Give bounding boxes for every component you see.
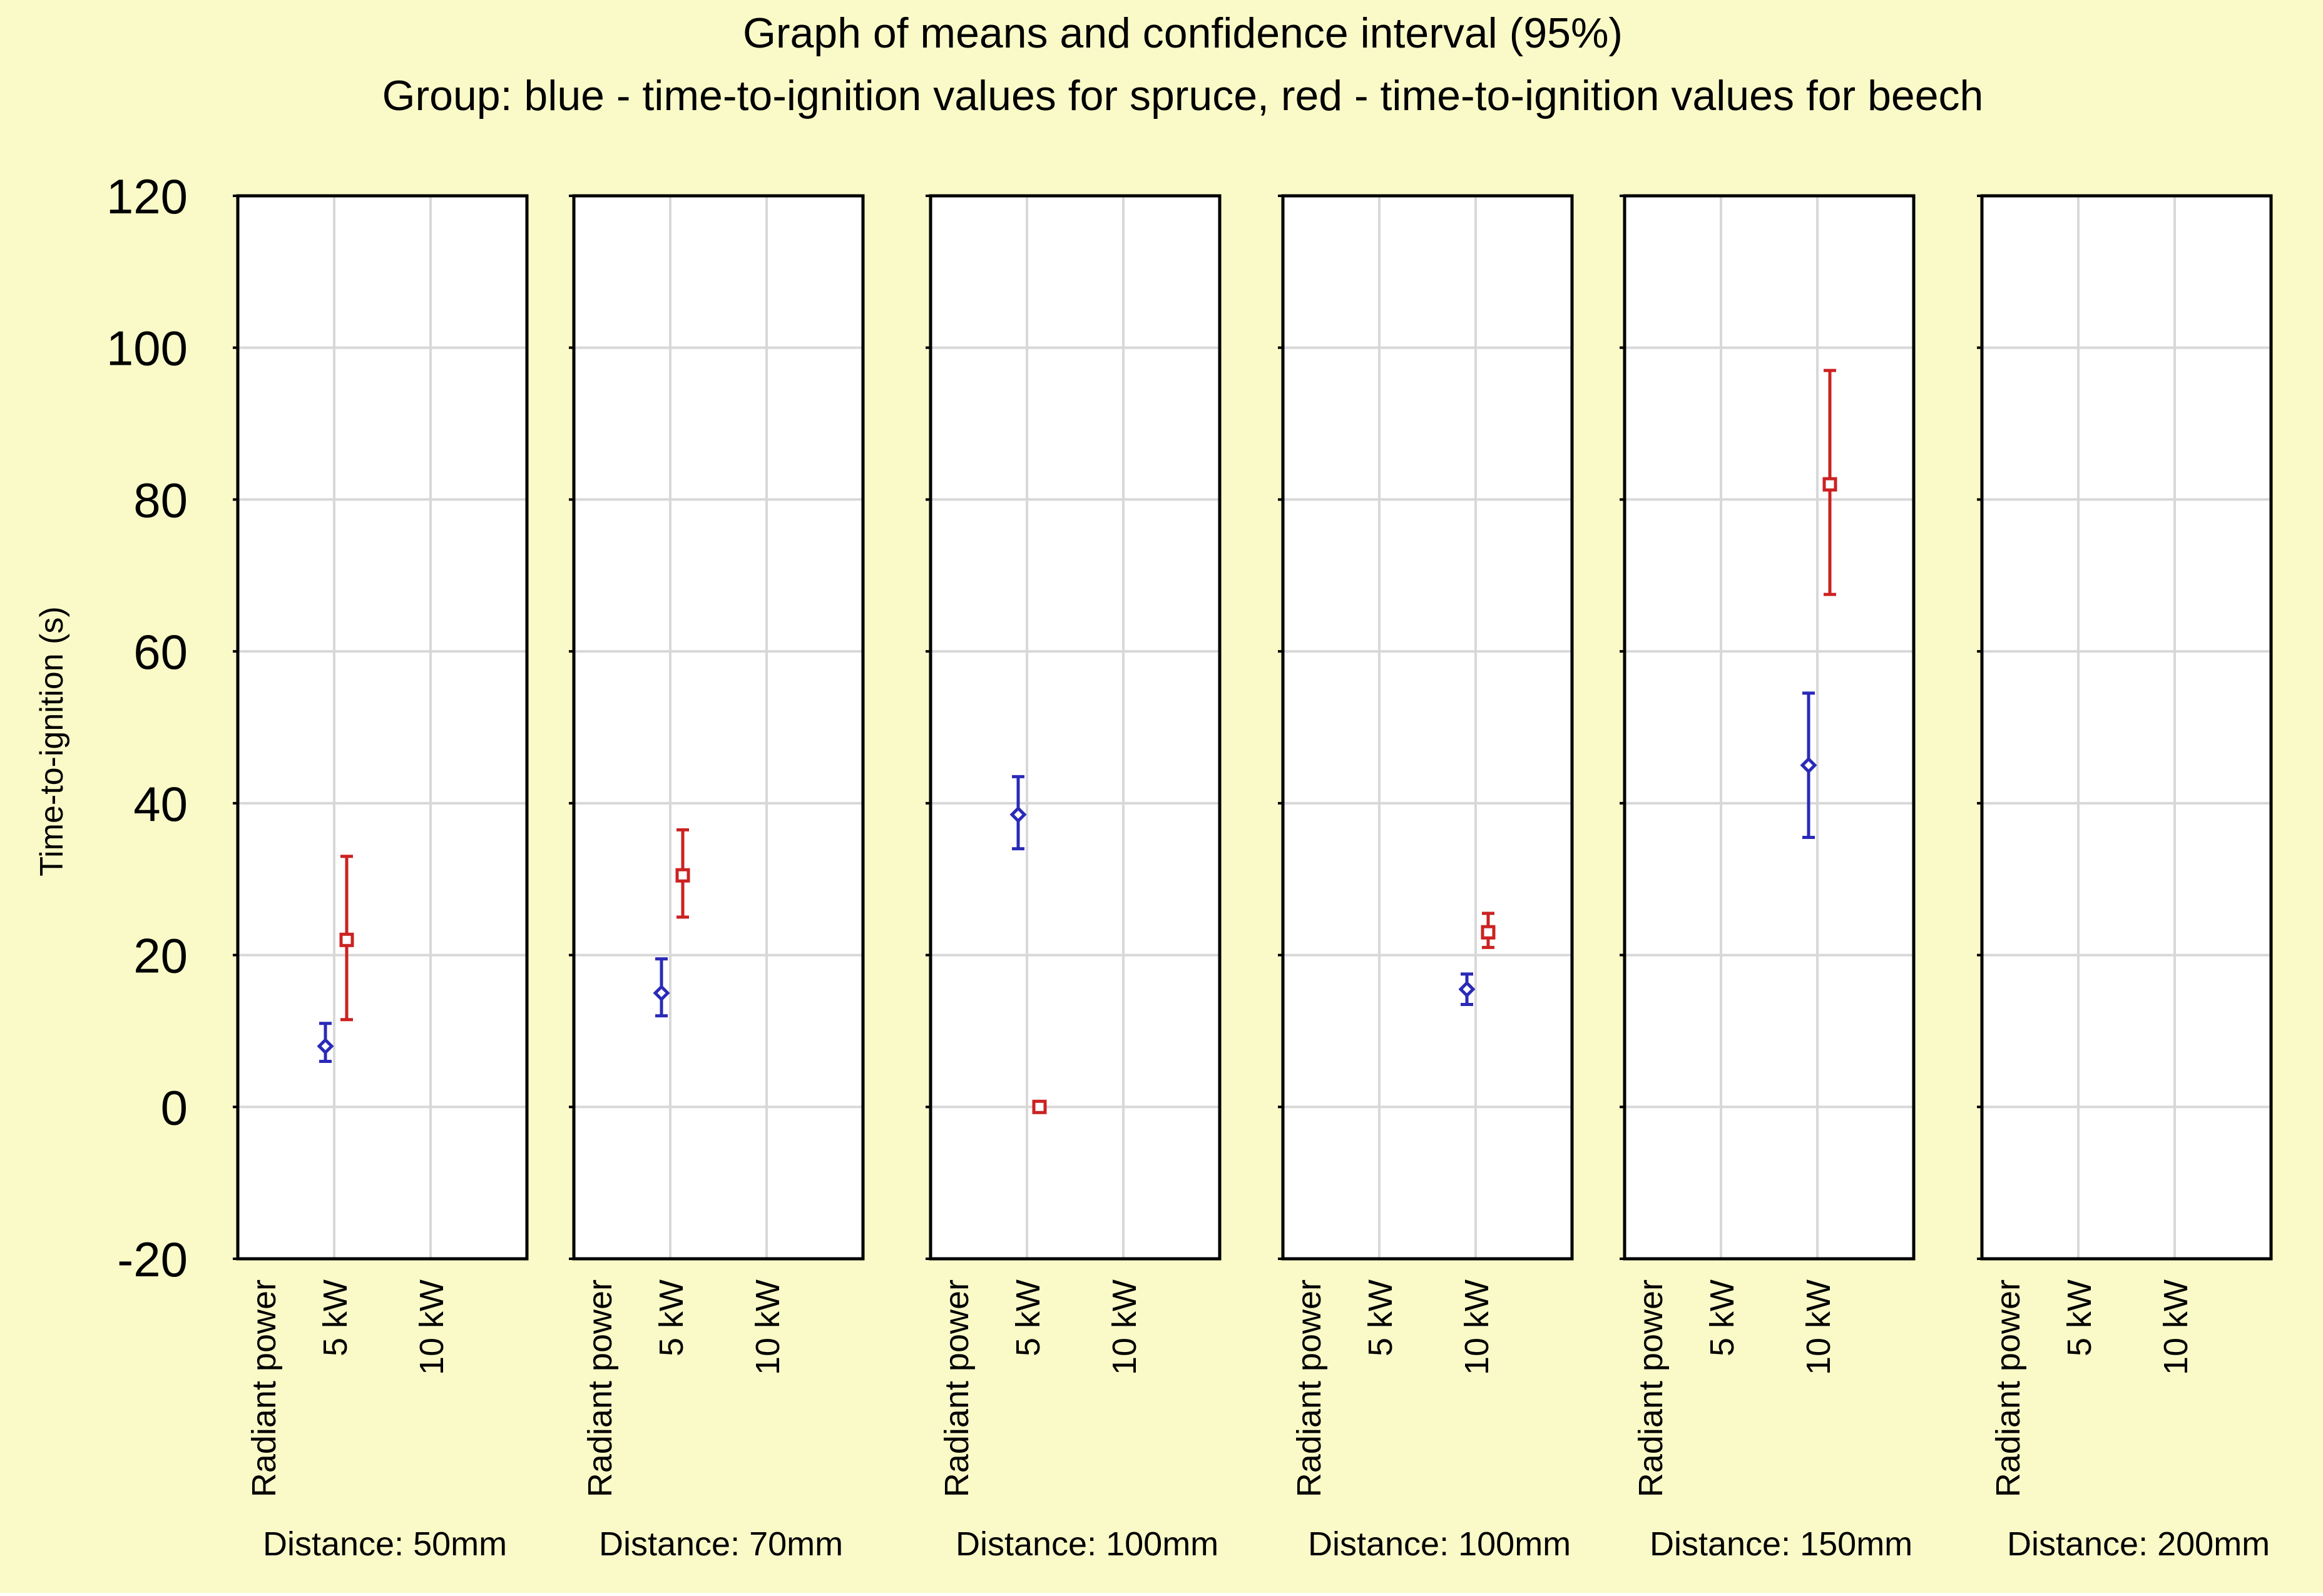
x-tick-label: 5 kW xyxy=(1009,1279,1047,1356)
y-tick-label: 20 xyxy=(133,928,188,984)
panel-plot-area xyxy=(1283,196,1572,1259)
spruce-point-group xyxy=(1800,691,1817,839)
spruce-mean-marker xyxy=(317,1037,334,1055)
y-tick-label: 120 xyxy=(106,169,188,224)
panel-distance-label: Distance: 100mm xyxy=(956,1525,1218,1563)
x-tick-label: 5 kW xyxy=(1362,1279,1399,1356)
beech-mean-marker xyxy=(675,868,690,883)
spruce-point-group xyxy=(1009,775,1027,851)
panel-frame xyxy=(1281,194,1574,1261)
spruce-mean-marker xyxy=(653,984,670,1002)
y-tick-label: -20 xyxy=(117,1232,188,1287)
y-tick-label: 100 xyxy=(106,321,188,376)
panel-distance-label: Distance: 50mm xyxy=(263,1525,507,1563)
panel-distance-label: Distance: 100mm xyxy=(1308,1525,1571,1563)
panel: Radiant power 5 kW 10 kW Distance: 100mm xyxy=(1278,194,1574,1563)
x-tick-label: 10 kW xyxy=(1458,1279,1496,1375)
y-tick-labels: 120 100 80 60 40 20 0 -20 xyxy=(106,169,188,1287)
spruce-point-group xyxy=(653,957,670,1018)
beech-point-group xyxy=(1822,369,1837,596)
y-tick-label: 80 xyxy=(133,472,188,527)
panel-frame xyxy=(572,194,865,1261)
chart-title: Graph of means and confidence interval (… xyxy=(743,9,1623,57)
panel-distance-label: Distance: 200mm xyxy=(2007,1525,2270,1563)
panel-frame xyxy=(1980,194,2273,1261)
y-tick-label: 0 xyxy=(161,1080,188,1135)
chart-subtitle: Group: blue - time-to-ignition values fo… xyxy=(382,72,1984,119)
beech-mean-marker xyxy=(1481,925,1496,940)
x-tick-label: 10 kW xyxy=(1800,1279,1837,1375)
beech-point-group xyxy=(1032,1099,1047,1114)
spruce-point-group xyxy=(1458,972,1476,1006)
x-axis-title: Radiant power xyxy=(1632,1279,1670,1497)
x-axis-title: Radiant power xyxy=(938,1279,976,1497)
panel: Radiant power 5 kW 10 kW Distance: 50mm xyxy=(233,194,529,1563)
y-tick-label: 60 xyxy=(133,624,188,679)
panel-distance-label: Distance: 70mm xyxy=(599,1525,843,1563)
x-tick-label: 5 kW xyxy=(2061,1279,2098,1356)
spruce-mean-marker xyxy=(1009,806,1027,823)
beech-point-group xyxy=(1481,912,1496,949)
panel-plot-area xyxy=(931,196,1220,1259)
beech-mean-marker xyxy=(339,932,354,947)
panel-plot-area xyxy=(1625,196,1914,1259)
x-tick-label: 10 kW xyxy=(413,1279,451,1375)
x-tick-label: 10 kW xyxy=(749,1279,787,1375)
y-tick-label: 40 xyxy=(133,776,188,831)
panel-distance-label: Distance: 150mm xyxy=(1650,1525,1912,1563)
beech-mean-marker xyxy=(1822,477,1837,492)
x-axis-title: Radiant power xyxy=(245,1279,283,1497)
spruce-mean-marker xyxy=(1800,756,1817,774)
beech-mean-marker xyxy=(1032,1099,1047,1114)
x-tick-label: 5 kW xyxy=(317,1279,354,1356)
panel-plot-area xyxy=(238,196,527,1259)
x-tick-label: 10 kW xyxy=(1106,1279,1143,1375)
panel: Radiant power 5 kW 10 kW Distance: 70mm xyxy=(569,194,865,1563)
beech-point-group xyxy=(339,855,354,1022)
y-axis-label: Time-to-ignition (s) xyxy=(34,606,70,877)
panel-plot-area xyxy=(1982,196,2271,1259)
spruce-mean-marker xyxy=(1458,980,1476,998)
panel: Radiant power 5 kW 10 kW Distance: 150mm xyxy=(1620,194,1916,1563)
x-axis-title: Radiant power xyxy=(1290,1279,1328,1497)
x-axis-title: Radiant power xyxy=(581,1279,619,1497)
x-tick-label: 5 kW xyxy=(653,1279,690,1356)
panel-frame xyxy=(236,194,529,1261)
x-tick-label: 10 kW xyxy=(2157,1279,2195,1375)
x-axis-title: Radiant power xyxy=(1989,1279,2027,1497)
beech-point-group xyxy=(675,828,690,919)
panel: Radiant power 5 kW 10 kW Distance: 100mm xyxy=(926,194,1222,1563)
panel-frame xyxy=(929,194,1222,1261)
spruce-point-group xyxy=(317,1022,334,1063)
x-tick-label: 5 kW xyxy=(1703,1279,1741,1356)
panel-plot-area xyxy=(574,196,863,1259)
panel-frame xyxy=(1623,194,1916,1261)
panel: Radiant power 5 kW 10 kW Distance: 200mm xyxy=(1977,194,2273,1563)
